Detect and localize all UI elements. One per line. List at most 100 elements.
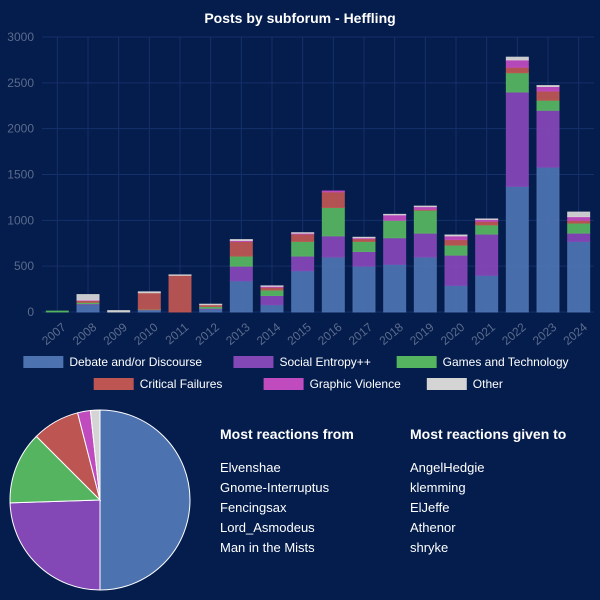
reactions-from-item: Fencingsax	[220, 500, 287, 515]
legend-label: Other	[473, 377, 503, 391]
bar-segment	[76, 294, 100, 301]
reactions-to-item: ElJeffe	[410, 500, 450, 515]
bar-segment	[413, 205, 437, 208]
x-tick-label: 2008	[70, 320, 100, 348]
reactions-from-item: Elvenshae	[220, 460, 281, 475]
bar-segment	[413, 209, 437, 234]
x-tick-label: 2023	[530, 320, 560, 348]
bar-segment	[291, 240, 315, 257]
x-tick-label: 2016	[315, 320, 345, 348]
bar-segment	[260, 285, 284, 287]
bar-segment	[321, 190, 345, 193]
reactions-from-item: Gnome-Interruptus	[220, 480, 330, 495]
bar-segment	[229, 240, 253, 257]
bar-segment	[475, 224, 499, 235]
reactions-to-item: shryke	[410, 540, 449, 555]
bar-segment	[567, 216, 591, 221]
bar-segment	[567, 240, 591, 313]
pie-slice	[9, 499, 101, 591]
x-tick-label: 2020	[438, 320, 468, 348]
bar-segment	[444, 284, 468, 313]
bar-segment	[505, 91, 529, 187]
bar-segment	[505, 66, 529, 74]
bar-segment	[229, 239, 253, 241]
bar-segment	[321, 235, 345, 258]
y-tick-label: 1500	[7, 168, 34, 182]
x-tick-label: 2011	[163, 320, 192, 348]
bar-segment	[444, 239, 468, 246]
bar-segment	[321, 191, 345, 209]
bar-segment	[505, 185, 529, 313]
bar-segment	[352, 251, 376, 267]
legend-label: Critical Failures	[140, 377, 223, 391]
x-tick-label: 2014	[254, 320, 284, 348]
x-tick-label: 2022	[499, 320, 529, 348]
bar-segment	[567, 222, 591, 234]
reactions-to-heading: Most reactions given to	[410, 426, 567, 442]
x-tick-label: 2010	[131, 320, 161, 348]
bar-segment	[536, 109, 560, 168]
bar-segment	[137, 291, 161, 294]
bar-segment	[413, 256, 437, 313]
reactions-from-item: Lord_Asmodeus	[220, 520, 315, 535]
x-tick-label: 2015	[285, 320, 315, 348]
bar-segment	[413, 232, 437, 258]
reactions-from-column: Most reactions from Elvenshae Gnome-Inte…	[220, 426, 400, 558]
bar-segment	[505, 56, 529, 61]
bar-segment	[475, 220, 499, 226]
legend-swatch	[93, 378, 134, 390]
bar-segment	[168, 274, 192, 313]
bar-segment	[536, 99, 560, 111]
bar-segment	[137, 292, 161, 310]
bar-segment	[536, 86, 560, 92]
reactions-to-item: klemming	[410, 480, 466, 495]
y-tick-label: 500	[14, 259, 34, 273]
pie-slice	[9, 435, 102, 504]
legend-swatch	[23, 356, 64, 368]
bar-segment	[475, 233, 499, 276]
bar-segment	[168, 274, 192, 276]
bar-segment	[567, 232, 591, 242]
y-tick-label: 2000	[7, 122, 34, 136]
bar-segment	[444, 244, 468, 256]
bar-segment	[383, 237, 407, 265]
pie-slice	[89, 409, 101, 501]
bar-segment	[536, 90, 560, 101]
x-tick-label: 2018	[377, 320, 407, 348]
legend-label: Debate and/or Discourse	[69, 355, 202, 369]
legend-swatch	[426, 378, 467, 390]
bar-segment	[229, 280, 253, 313]
legend-label: Games and Technology	[443, 355, 569, 369]
bar-segment	[383, 213, 407, 216]
bar-segment	[444, 235, 468, 241]
x-tick-label: 2019	[407, 320, 437, 348]
reactions-to-item: AngelHedgie	[410, 460, 485, 475]
reactions-to-item: Athenor	[410, 520, 456, 535]
bar-segment	[291, 232, 315, 234]
bar-segment	[107, 310, 131, 313]
x-tick-label: 2017	[346, 320, 376, 348]
bar-segment	[229, 265, 253, 282]
bar-segment	[76, 304, 100, 313]
bar-segment	[444, 254, 468, 286]
bar-segment	[352, 236, 376, 239]
y-tick-label: 0	[27, 305, 34, 319]
bar-segment	[475, 218, 499, 220]
bar-segment	[383, 263, 407, 313]
legend-label: Social Entropy++	[279, 355, 370, 369]
bar-segment	[45, 310, 69, 313]
x-tick-label: 2021	[469, 320, 499, 348]
legend-swatch	[396, 356, 437, 368]
bar-segment	[260, 304, 284, 313]
legend-label: Graphic Violence	[310, 377, 401, 391]
legend-swatch	[263, 378, 304, 390]
y-tick-label: 3000	[7, 30, 34, 44]
bar-segment	[505, 72, 529, 93]
x-tick-label: 2012	[193, 320, 223, 348]
bar-segment	[199, 303, 223, 306]
x-tick-label: 2007	[39, 320, 69, 348]
bar-segment	[352, 240, 376, 253]
reactions-to-column: Most reactions given to AngelHedgie klem…	[410, 426, 590, 558]
bar-segment	[383, 219, 407, 239]
